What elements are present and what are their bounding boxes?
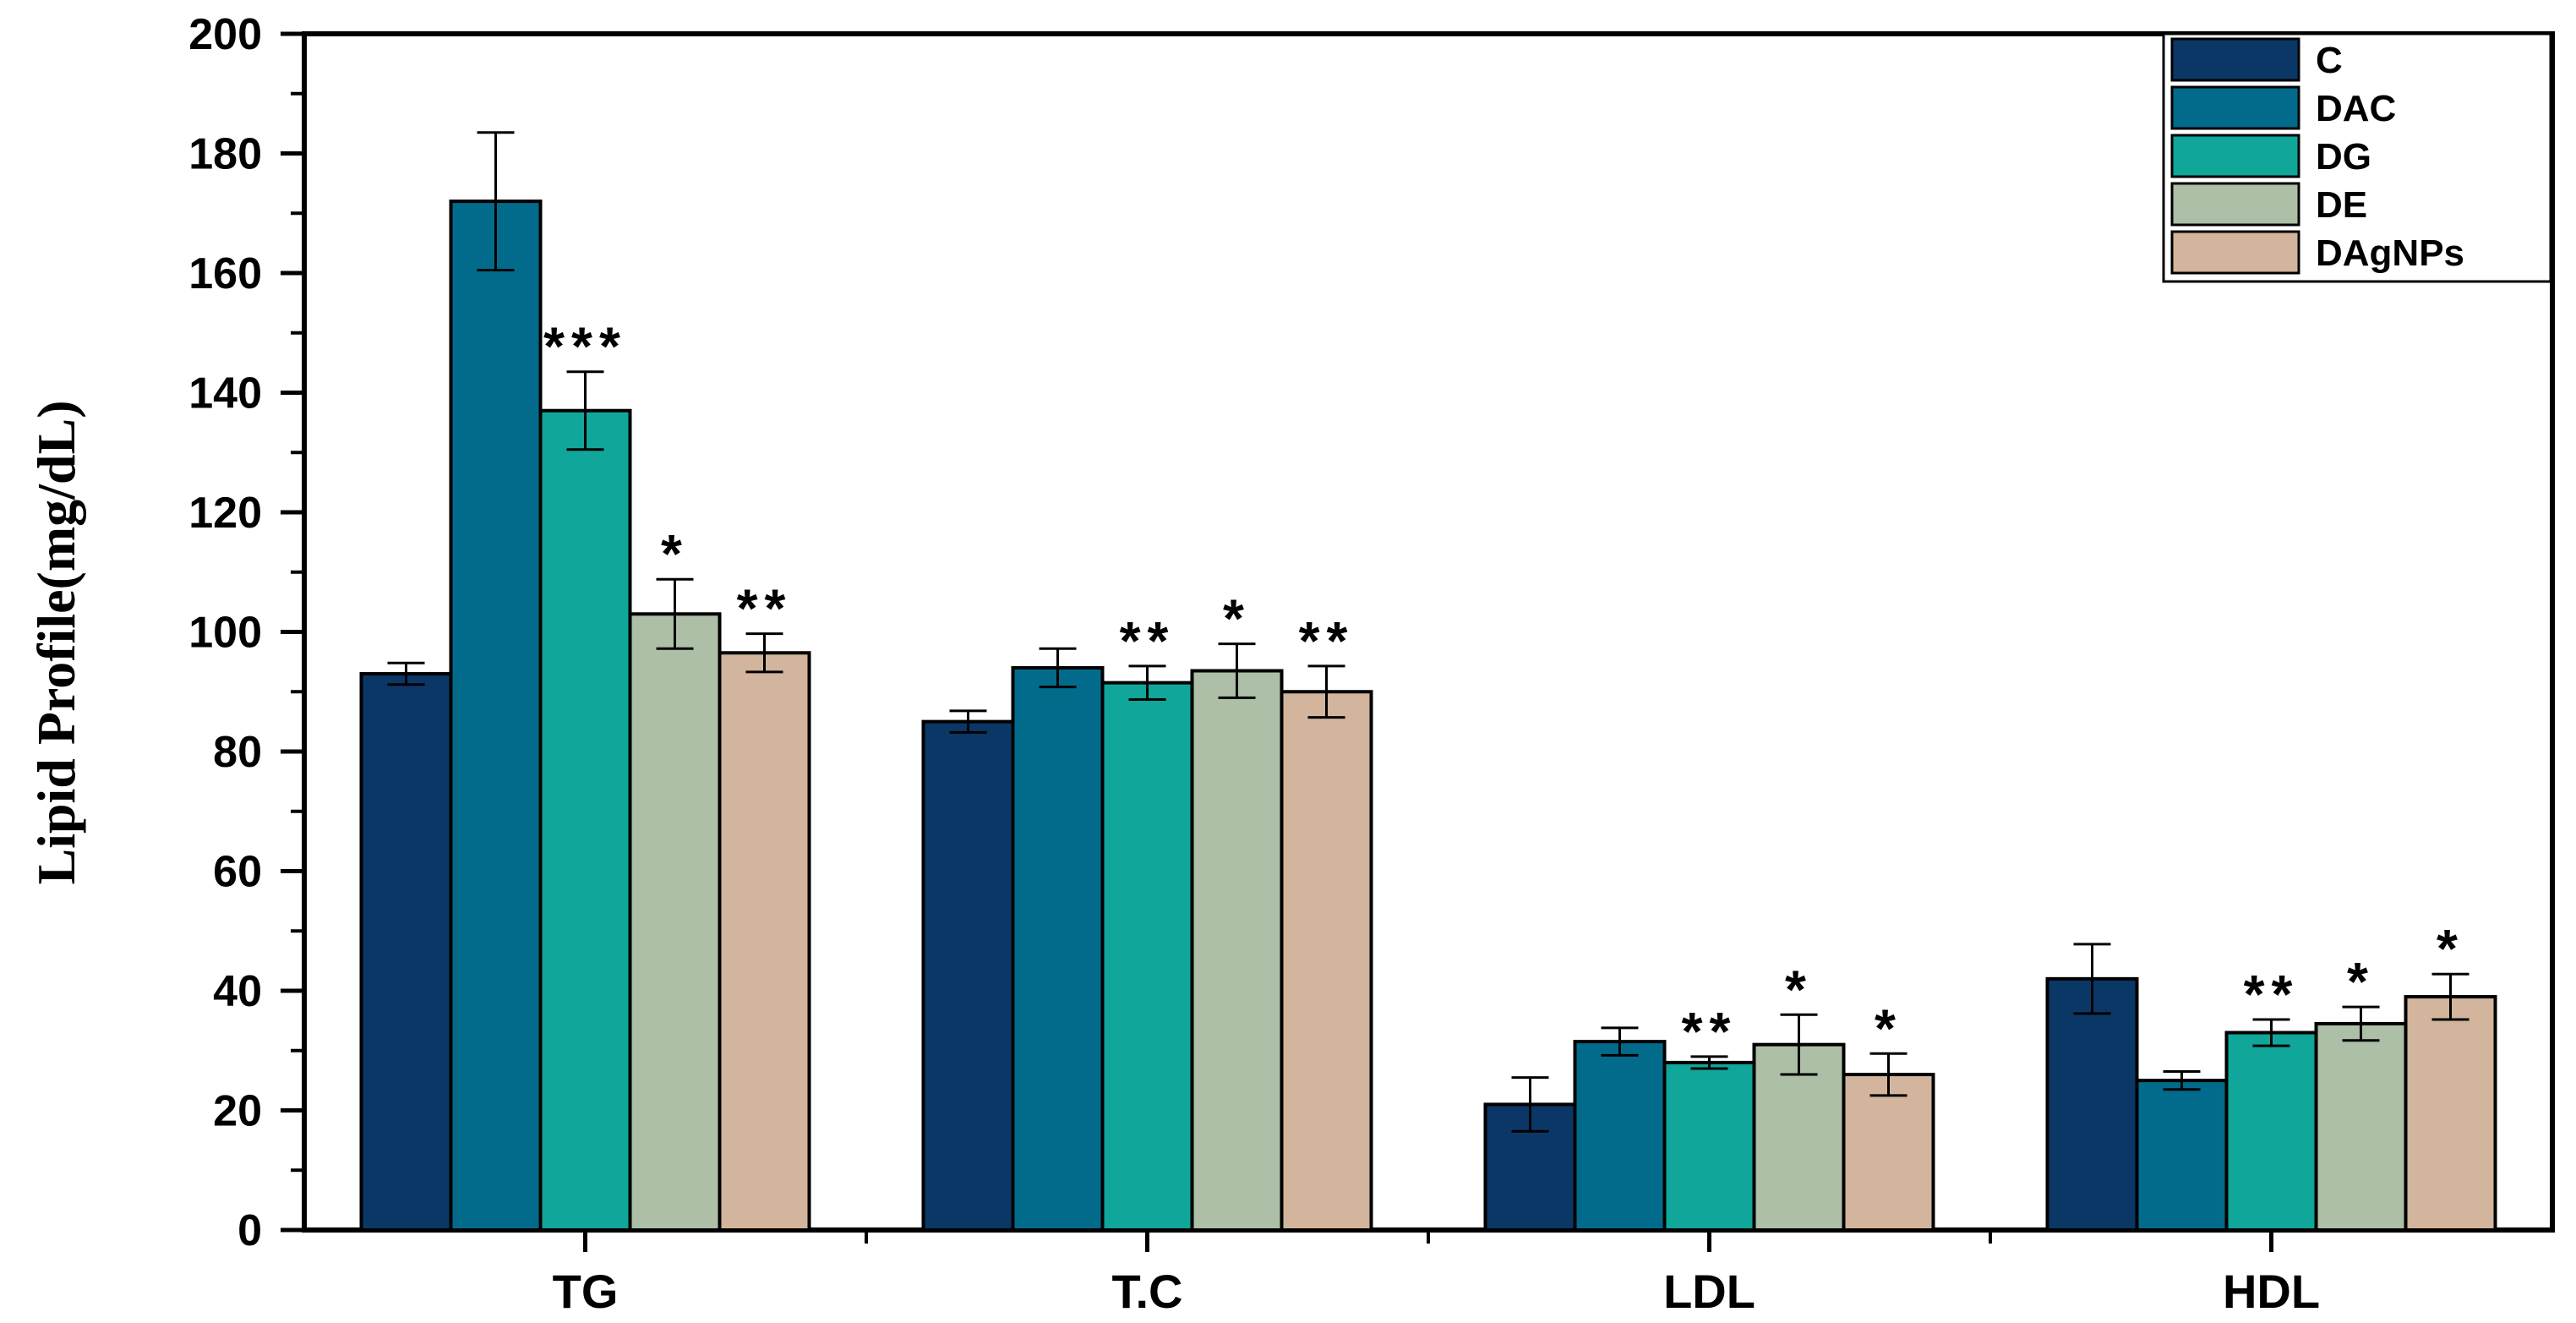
x-tick-label: LDL [1663, 1265, 1755, 1318]
significance-mark: * [1785, 959, 1813, 1020]
y-tick-label: 140 [188, 369, 262, 418]
bars-layer [359, 200, 2497, 1233]
y-tick-label: 200 [188, 10, 262, 59]
bar-dac-tg [449, 200, 543, 1233]
legend-swatch-c [2170, 37, 2300, 82]
x-tick-label: T.C [1112, 1265, 1183, 1318]
legend-swatch-dagnps [2170, 230, 2300, 275]
significance-mark: ** [1299, 610, 1355, 671]
significance-mark: ** [2244, 964, 2300, 1025]
legend-label-dac: DAC [2316, 88, 2396, 129]
significance-mark: * [661, 523, 689, 584]
bar-de-tc [1190, 669, 1284, 1232]
bar-dg-tg [538, 408, 632, 1233]
bar-dg-hdl [2224, 1031, 2318, 1233]
x-tick-label: HDL [2223, 1265, 2320, 1318]
significance-mark: * [2347, 951, 2375, 1012]
axes-layer: 0 20 40 60 80 100 120 140 160 180 200 TG T.C LDL HDL [188, 10, 2555, 1318]
y-tick-label: 0 [237, 1206, 262, 1255]
y-tick-label: 180 [188, 130, 262, 179]
bar-dagnps-hdl [2404, 995, 2497, 1232]
legend-swatch-de [2170, 182, 2300, 227]
bar-dagnps-tg [718, 651, 811, 1232]
bar-dagnps-ldl [1842, 1073, 1935, 1233]
bar-de-tg [628, 612, 722, 1232]
y-tick-label: 160 [188, 249, 262, 298]
y-tick-label: 60 [213, 848, 262, 897]
bar-c-hdl [2045, 976, 2139, 1232]
significance-mark: ** [737, 578, 793, 639]
bar-dg-ldl [1662, 1060, 1756, 1233]
legend: C DAC DG DE DAgNPs [2162, 32, 2552, 283]
significance-layer: ************ ******* [543, 316, 2464, 1062]
bar-de-hdl [2314, 1021, 2408, 1232]
bar-dac-tc [1011, 665, 1105, 1232]
bar-dagnps-tc [1280, 690, 1373, 1232]
bar-c-tc [921, 719, 1015, 1232]
bar-dg-tc [1100, 681, 1194, 1232]
y-tick-label: 120 [188, 489, 262, 538]
bar-dac-hdl [2135, 1079, 2229, 1232]
y-tick-label: 40 [213, 967, 262, 1016]
y-tick-label: 100 [188, 609, 262, 658]
significance-mark: * [1223, 588, 1251, 649]
significance-mark: ** [1682, 1001, 1738, 1062]
significance-mark: * [2437, 918, 2464, 979]
y-tick-label: 20 [213, 1087, 262, 1136]
y-axis-label: Lipid Profile(mg/dL) [26, 400, 86, 884]
legend-label-dagnps: DAgNPs [2316, 232, 2464, 274]
x-tick-label: TG [553, 1265, 619, 1318]
significance-mark: * [1875, 998, 1902, 1058]
legend-label-dg: DG [2316, 136, 2371, 178]
legend-swatch-dg [2170, 134, 2300, 178]
bar-c-tg [359, 672, 453, 1232]
bar-dac-ldl [1573, 1040, 1667, 1232]
significance-mark: *** [543, 316, 627, 377]
significance-mark: ** [1120, 610, 1176, 671]
error-bars-layer [387, 131, 2470, 1133]
legend-label-c: C [2316, 40, 2343, 81]
legend-swatch-dac [2170, 85, 2300, 130]
y-tick-label: 80 [213, 728, 262, 777]
legend-label-de: DE [2316, 184, 2367, 226]
